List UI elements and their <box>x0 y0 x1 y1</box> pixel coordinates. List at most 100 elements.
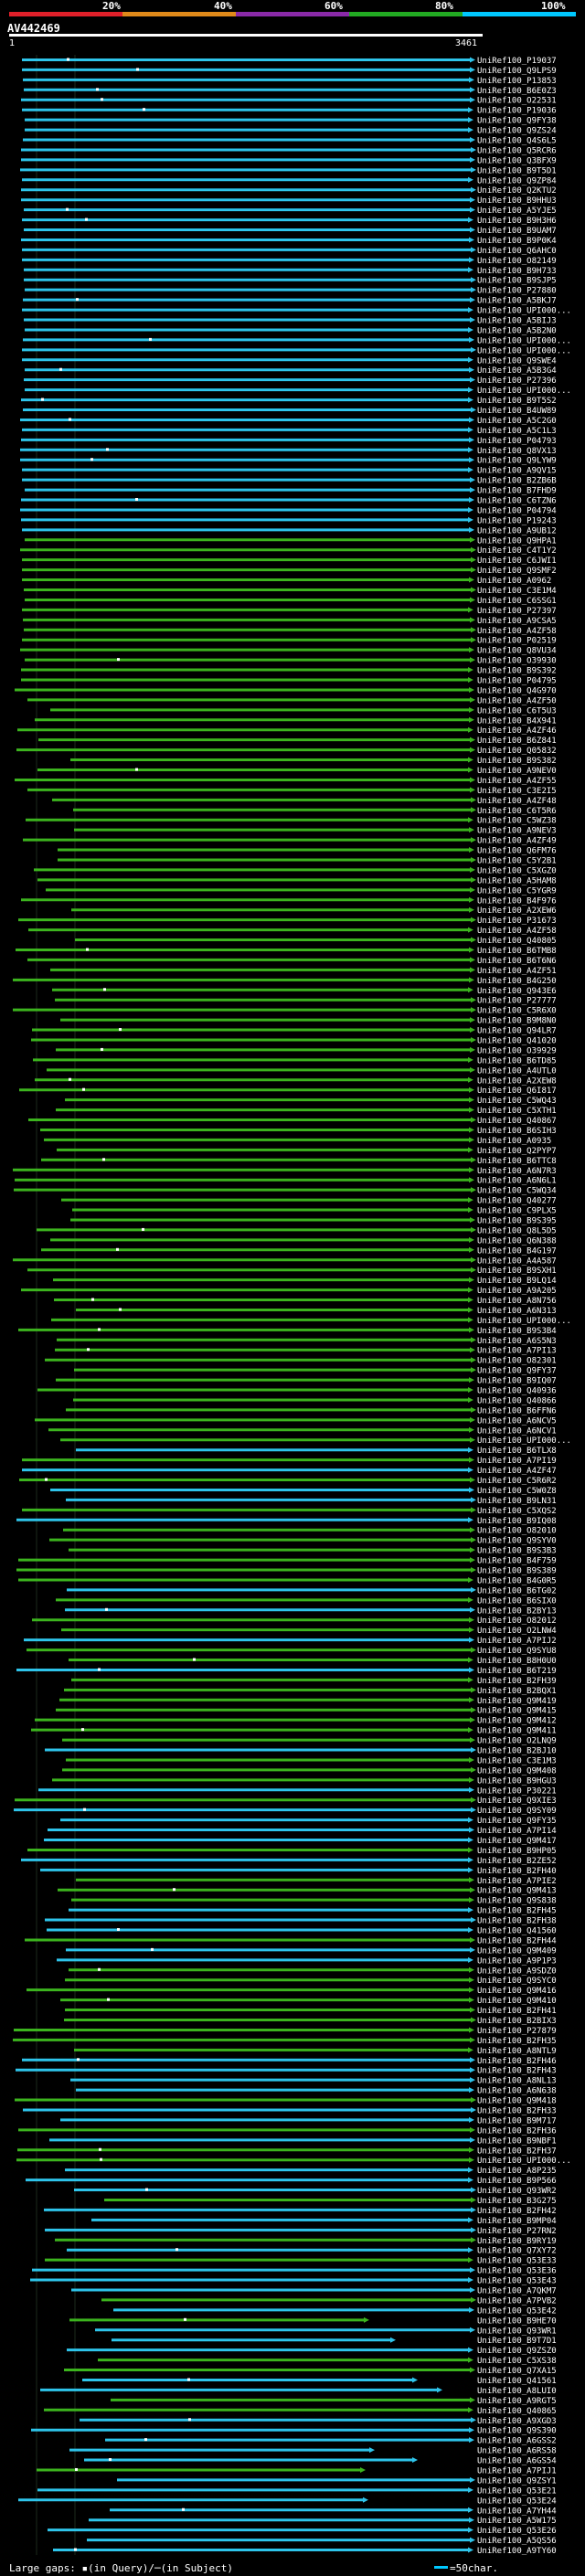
hit-label[interactable]: UniRef100_P13853 <box>477 77 557 86</box>
hit-label[interactable]: UniRef100_Q9M419 <box>477 1697 557 1706</box>
hit-label[interactable]: UniRef100_A9NEV0 <box>477 767 557 776</box>
hit-label[interactable]: UniRef100_Q53E21 <box>477 2486 557 2496</box>
hit-label[interactable]: UniRef100_A9UB12 <box>477 526 557 535</box>
hit-label[interactable]: UniRef100_A5W175 <box>477 2517 557 2526</box>
hit-label[interactable]: UniRef100_Q2PYP7 <box>477 1147 557 1156</box>
hit-label[interactable]: UniRef100_Q943E6 <box>477 987 557 996</box>
hit-label[interactable]: UniRef100_Q4S6L5 <box>477 137 557 146</box>
hit-label[interactable]: UniRef100_Q9M417 <box>477 1837 557 1846</box>
hit-label[interactable]: UniRef100_A7YH44 <box>477 2507 557 2516</box>
hit-label[interactable]: UniRef100_A9RGT5 <box>477 2397 557 2406</box>
hit-label[interactable]: UniRef100_Q9M411 <box>477 1727 557 1736</box>
hit-label[interactable]: UniRef100_Q9LYW9 <box>477 457 557 466</box>
hit-label[interactable]: UniRef100_A8NTL9 <box>477 2047 557 2056</box>
hit-label[interactable]: UniRef100_Q9S838 <box>477 1897 557 1906</box>
hit-label[interactable]: UniRef100_Q9ZP84 <box>477 176 557 186</box>
hit-label[interactable]: UniRef100_B8H0U0 <box>477 1657 557 1666</box>
hit-label[interactable]: UniRef100_A6N313 <box>477 1307 557 1316</box>
hit-label[interactable]: UniRef100_Q6I817 <box>477 1087 557 1096</box>
hit-label[interactable]: UniRef100_Q9SWE4 <box>477 356 557 366</box>
hit-label[interactable]: UniRef100_A6N638 <box>477 2087 557 2096</box>
hit-label[interactable]: UniRef100_B9IQ07 <box>477 1377 557 1386</box>
hit-label[interactable]: UniRef100_B9RY19 <box>477 2237 557 2246</box>
hit-label[interactable]: UniRef100_Q40805 <box>477 937 557 946</box>
hit-label[interactable]: UniRef100_C4T1Y2 <box>477 546 557 556</box>
hit-label[interactable]: UniRef100_C5XGZ0 <box>477 866 557 875</box>
hit-label[interactable]: UniRef100_O39930 <box>477 657 557 666</box>
hit-label[interactable]: UniRef100_Q9FY38 <box>477 117 557 126</box>
hit-label[interactable]: UniRef100_B6E0Z3 <box>477 87 557 96</box>
hit-label[interactable]: UniRef100_Q8VU34 <box>477 647 557 656</box>
hit-label[interactable]: UniRef100_B9HHU3 <box>477 196 557 206</box>
hit-label[interactable]: UniRef100_Q53E42 <box>477 2306 557 2316</box>
hit-label[interactable]: UniRef100_B2FH36 <box>477 2126 557 2136</box>
hit-label[interactable]: UniRef100_B2BJ10 <box>477 1747 557 1756</box>
hit-label[interactable]: UniRef100_B9T5S2 <box>477 397 557 406</box>
hit-label[interactable]: UniRef100_A4ZF55 <box>477 777 557 786</box>
hit-label[interactable]: UniRef100_B7FHD9 <box>477 487 557 496</box>
hit-label[interactable]: UniRef100_B2FH45 <box>477 1907 557 1916</box>
hit-label[interactable]: UniRef100_A8N756 <box>477 1297 557 1306</box>
hit-label[interactable]: UniRef100_B2FH37 <box>477 2147 557 2156</box>
hit-label[interactable]: UniRef100_Q9M415 <box>477 1707 557 1716</box>
hit-label[interactable]: UniRef100_B4G0R5 <box>477 1576 557 1585</box>
hit-label[interactable]: UniRef100_Q9M416 <box>477 1987 557 1996</box>
hit-label[interactable]: UniRef100_A4ZF51 <box>477 967 557 976</box>
hit-label[interactable]: UniRef100_A9A205 <box>477 1287 557 1296</box>
hit-label[interactable]: UniRef100_Q40867 <box>477 1117 557 1126</box>
hit-label[interactable]: UniRef100_UPI000... <box>477 387 571 396</box>
hit-label[interactable]: UniRef100_Q05832 <box>477 747 557 756</box>
hit-label[interactable]: UniRef100_C3E1M3 <box>477 1756 557 1765</box>
hit-label[interactable]: UniRef100_Q9ZSZ0 <box>477 2347 557 2356</box>
hit-label[interactable]: UniRef100_C3E1M4 <box>477 587 557 596</box>
hit-label[interactable]: UniRef100_Q9FY37 <box>477 1367 557 1376</box>
hit-label[interactable]: UniRef100_B6TMB8 <box>477 947 557 956</box>
hit-label[interactable]: UniRef100_P27777 <box>477 997 557 1006</box>
hit-label[interactable]: UniRef100_B2FH41 <box>477 2007 557 2016</box>
hit-label[interactable]: UniRef100_Q53E26 <box>477 2527 557 2536</box>
hit-label[interactable]: UniRef100_Q7XY72 <box>477 2247 557 2256</box>
hit-label[interactable]: UniRef100_Q9M418 <box>477 2097 557 2106</box>
hit-label[interactable]: UniRef100_A4ZF46 <box>477 726 557 736</box>
hit-label[interactable]: UniRef100_B2BQX1 <box>477 1687 557 1696</box>
hit-label[interactable]: UniRef100_A4ZF48 <box>477 797 557 806</box>
hit-label[interactable]: UniRef100_A0962 <box>477 577 551 586</box>
hit-label[interactable]: UniRef100_Q9M413 <box>477 1887 557 1896</box>
hit-label[interactable]: UniRef100_A8P235 <box>477 2167 557 2176</box>
hit-label[interactable]: UniRef100_A4ZF58 <box>477 627 557 636</box>
hit-label[interactable]: UniRef100_Q40866 <box>477 1396 557 1405</box>
hit-label[interactable]: UniRef100_UPI000... <box>477 307 571 316</box>
hit-label[interactable]: UniRef100_B6Z841 <box>477 737 557 746</box>
hit-label[interactable]: UniRef100_B9HE70 <box>477 2316 557 2326</box>
hit-label[interactable]: UniRef100_B9H3H6 <box>477 217 557 226</box>
hit-label[interactable]: UniRef100_UPI000... <box>477 2157 571 2166</box>
hit-label[interactable]: UniRef100_B2FH33 <box>477 2106 557 2115</box>
hit-label[interactable]: UniRef100_A6N7R3 <box>477 1167 557 1176</box>
hit-label[interactable]: UniRef100_B2FH46 <box>477 2057 557 2066</box>
hit-label[interactable]: UniRef100_Q9SY09 <box>477 1807 557 1816</box>
hit-label[interactable]: UniRef100_Q9M409 <box>477 1946 557 1956</box>
hit-label[interactable]: UniRef100_Q5RCR6 <box>477 146 557 155</box>
hit-label[interactable]: UniRef100_Q93WR2 <box>477 2187 557 2196</box>
hit-label[interactable]: UniRef100_Q93WR1 <box>477 2327 557 2336</box>
hit-label[interactable]: UniRef100_A6GS54 <box>477 2457 557 2466</box>
hit-label[interactable]: UniRef100_A4A587 <box>477 1256 557 1266</box>
hit-label[interactable]: UniRef100_A4ZF50 <box>477 696 557 705</box>
hit-label[interactable]: UniRef100_B9UAM7 <box>477 227 557 236</box>
hit-label[interactable]: UniRef100_A0935 <box>477 1137 551 1146</box>
hit-label[interactable]: UniRef100_P04794 <box>477 506 557 515</box>
hit-label[interactable]: UniRef100_B9MP04 <box>477 2217 557 2226</box>
hit-label[interactable]: UniRef100_P04795 <box>477 677 557 686</box>
hit-label[interactable]: UniRef100_A9TY60 <box>477 2547 557 2556</box>
hit-label[interactable]: UniRef100_A5BKJ7 <box>477 297 557 306</box>
hit-label[interactable]: UniRef100_A9NEV3 <box>477 827 557 836</box>
hit-label[interactable]: UniRef100_C5XS38 <box>477 2357 557 2366</box>
hit-label[interactable]: UniRef100_Q9FY35 <box>477 1817 557 1826</box>
hit-label[interactable]: UniRef100_A9QV15 <box>477 467 557 476</box>
hit-label[interactable]: UniRef100_B6T219 <box>477 1667 557 1676</box>
hit-label[interactable]: UniRef100_A7PVB2 <box>477 2296 557 2306</box>
hit-label[interactable]: UniRef100_Q9LPS9 <box>477 67 557 76</box>
hit-label[interactable]: UniRef100_P27879 <box>477 2027 557 2036</box>
hit-label[interactable]: UniRef100_A4ZF47 <box>477 1467 557 1476</box>
hit-label[interactable]: UniRef100_C5Y2B1 <box>477 856 557 865</box>
